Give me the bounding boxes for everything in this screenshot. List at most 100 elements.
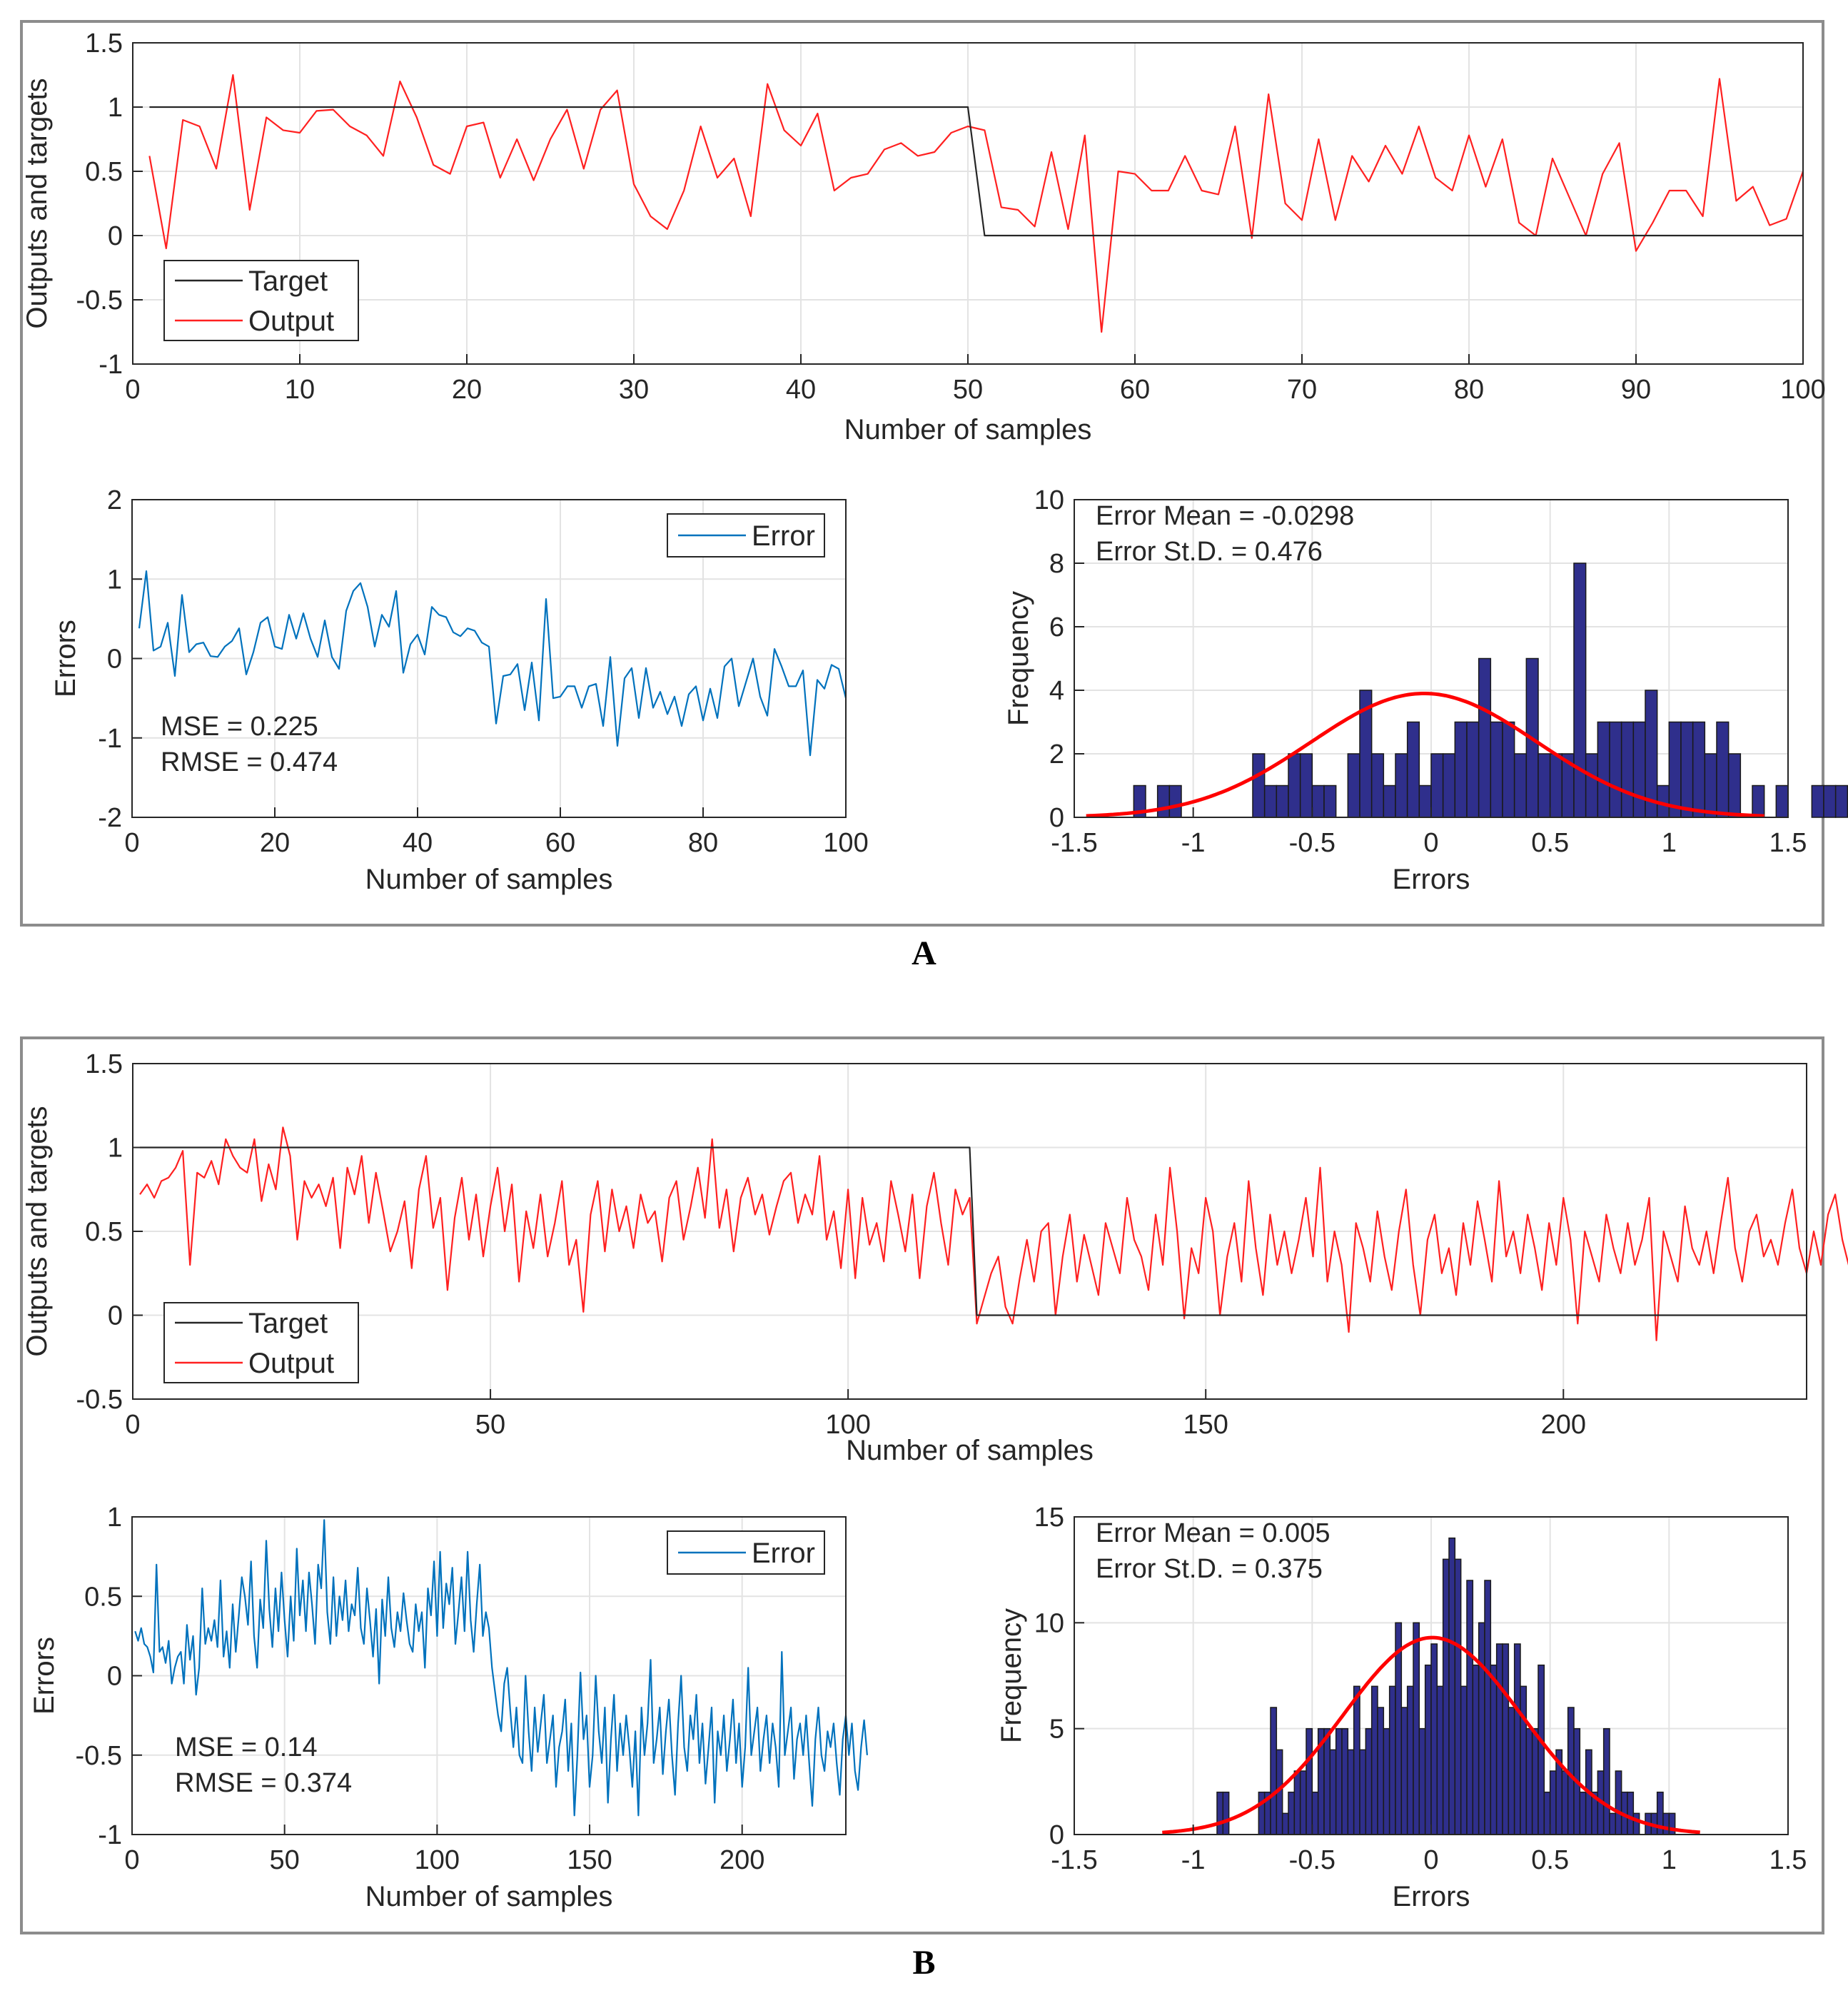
y-tick-label: 4 bbox=[1049, 676, 1064, 706]
histogram-bar bbox=[1406, 721, 1420, 818]
histogram-bar bbox=[1716, 721, 1730, 818]
histogram-bar bbox=[1495, 1643, 1503, 1835]
x-tick-label: 40 bbox=[403, 828, 433, 858]
x-tick-label: 0 bbox=[125, 1410, 140, 1440]
y-tick-label: 2 bbox=[1049, 740, 1064, 770]
histogram-bar bbox=[1263, 784, 1278, 818]
series-line-target bbox=[140, 1146, 1807, 1316]
chart-b-errors: 0 50 100 150 200 -1 -0.5 0 0.5 1 Number of samples… bbox=[29, 1503, 868, 1912]
x-tick-label: 1.5 bbox=[1769, 828, 1807, 858]
histogram-bar bbox=[1383, 1727, 1390, 1835]
stat-annotation: Error St.D. = 0.476 bbox=[1096, 537, 1323, 567]
histogram-bar bbox=[1620, 721, 1635, 818]
histogram-bar bbox=[1520, 1685, 1528, 1835]
x-axis-label: Number of samples bbox=[846, 1435, 1094, 1466]
histogram-bar bbox=[1615, 1770, 1622, 1835]
histogram-bar bbox=[1430, 1643, 1438, 1835]
histogram-bar bbox=[1329, 1749, 1337, 1835]
x-tick-label: 60 bbox=[1120, 375, 1150, 405]
histogram-bar bbox=[1490, 721, 1503, 818]
legend-label-error: Error bbox=[752, 1538, 815, 1569]
y-tick-label: 0.5 bbox=[84, 1582, 122, 1612]
y-tick-label: -1 bbox=[98, 724, 122, 754]
histogram-bar bbox=[1347, 1749, 1355, 1835]
histogram-bar bbox=[1549, 753, 1563, 818]
y-tick-label: 0.5 bbox=[85, 1217, 123, 1247]
x-tick-label: 200 bbox=[719, 1845, 764, 1875]
legend-label-error: Error bbox=[752, 520, 815, 552]
histogram-bar bbox=[1395, 753, 1408, 818]
x-tick-label: -1 bbox=[1181, 1845, 1206, 1875]
histogram-bar bbox=[1448, 1537, 1456, 1835]
y-axis-label: Frequency bbox=[996, 1608, 1027, 1743]
histogram-bar bbox=[1276, 784, 1289, 818]
x-tick-label: 0 bbox=[125, 375, 140, 405]
y-tick-label: -1 bbox=[99, 350, 123, 380]
x-tick-label: 0 bbox=[1423, 828, 1438, 858]
y-tick-label: 6 bbox=[1049, 612, 1064, 642]
x-tick-label: 70 bbox=[1287, 375, 1317, 405]
x-tick-label: 150 bbox=[567, 1845, 612, 1875]
histogram-bar bbox=[1609, 1812, 1617, 1835]
y-tick-label: 1 bbox=[108, 93, 123, 123]
histogram-bar bbox=[1383, 784, 1396, 818]
histogram-bar bbox=[1573, 562, 1587, 818]
y-tick-label: 10 bbox=[1034, 1608, 1064, 1638]
histogram-bar bbox=[1359, 1749, 1367, 1835]
histogram-bar bbox=[1311, 784, 1325, 818]
y-tick-label: 15 bbox=[1034, 1503, 1064, 1533]
y-tick-label: 0 bbox=[108, 1301, 123, 1331]
x-tick-label: -1.5 bbox=[1051, 1845, 1097, 1875]
x-tick-label: -1.5 bbox=[1051, 828, 1097, 858]
chart-a-outputs-targets: 0 10 20 30 40 50 60 70 80 90 100 -1 -0.5 0 0.5 1 1.5 Numb… bbox=[21, 29, 1826, 445]
histogram-bar bbox=[1680, 721, 1694, 818]
histogram-bar bbox=[1538, 753, 1551, 818]
x-tick-label: 40 bbox=[786, 375, 816, 405]
histogram-bar bbox=[1632, 1812, 1640, 1835]
stat-annotation: Error St.D. = 0.375 bbox=[1096, 1554, 1323, 1584]
histogram-bar bbox=[1508, 1707, 1515, 1835]
legend-label-target: Target bbox=[248, 266, 328, 297]
series-line-output bbox=[139, 1126, 1848, 1341]
histogram-bar bbox=[1627, 1791, 1635, 1835]
histogram-bar bbox=[1258, 1791, 1266, 1835]
series-line-target bbox=[149, 106, 1803, 237]
y-tick-label: 0 bbox=[1049, 1820, 1064, 1850]
histogram-bar bbox=[1299, 753, 1313, 818]
histogram-bar bbox=[1413, 1622, 1420, 1835]
stat-annotation: Error Mean = -0.0298 bbox=[1096, 501, 1354, 531]
x-tick-label: 0 bbox=[124, 828, 139, 858]
x-tick-label: 50 bbox=[953, 375, 983, 405]
histogram-bar bbox=[1609, 721, 1622, 818]
y-tick-label: 1 bbox=[107, 1503, 122, 1533]
histogram-bar bbox=[1834, 784, 1848, 818]
legend-label-target: Target bbox=[248, 1308, 328, 1339]
stat-annotation: RMSE = 0.474 bbox=[161, 747, 338, 777]
histogram-bar bbox=[1370, 753, 1385, 818]
histogram-bar bbox=[1490, 1664, 1498, 1835]
histogram-bar bbox=[1454, 721, 1468, 818]
x-tick-label: 20 bbox=[452, 375, 482, 405]
x-tick-label: 100 bbox=[825, 1410, 870, 1440]
histogram-bar bbox=[1388, 1685, 1396, 1835]
histogram-bar bbox=[1454, 1558, 1462, 1835]
histogram-bar bbox=[1400, 1707, 1408, 1835]
x-tick-label: 0.5 bbox=[1531, 1845, 1569, 1875]
x-tick-label: 50 bbox=[270, 1845, 300, 1875]
histogram-bar bbox=[1156, 784, 1171, 818]
y-axis-label: Frequency bbox=[1003, 591, 1034, 726]
histogram-bar bbox=[1472, 1664, 1480, 1835]
stat-annotation: MSE = 0.225 bbox=[161, 712, 318, 742]
y-axis-label: Errors bbox=[50, 620, 81, 697]
x-axis-label: Errors bbox=[1393, 864, 1470, 895]
x-tick-label: 100 bbox=[1780, 375, 1825, 405]
stat-annotation: RMSE = 0.374 bbox=[175, 1768, 352, 1798]
histogram-bar bbox=[1561, 1770, 1569, 1835]
histogram-bar bbox=[1270, 1707, 1278, 1835]
histogram-bar bbox=[1293, 1770, 1301, 1835]
histogram-bar bbox=[1365, 1727, 1373, 1835]
y-tick-label: 0 bbox=[107, 645, 122, 675]
y-axis-label: Outputs and targets bbox=[21, 78, 53, 328]
x-tick-label: 1 bbox=[1662, 1845, 1677, 1875]
histogram-bar bbox=[1418, 784, 1432, 818]
